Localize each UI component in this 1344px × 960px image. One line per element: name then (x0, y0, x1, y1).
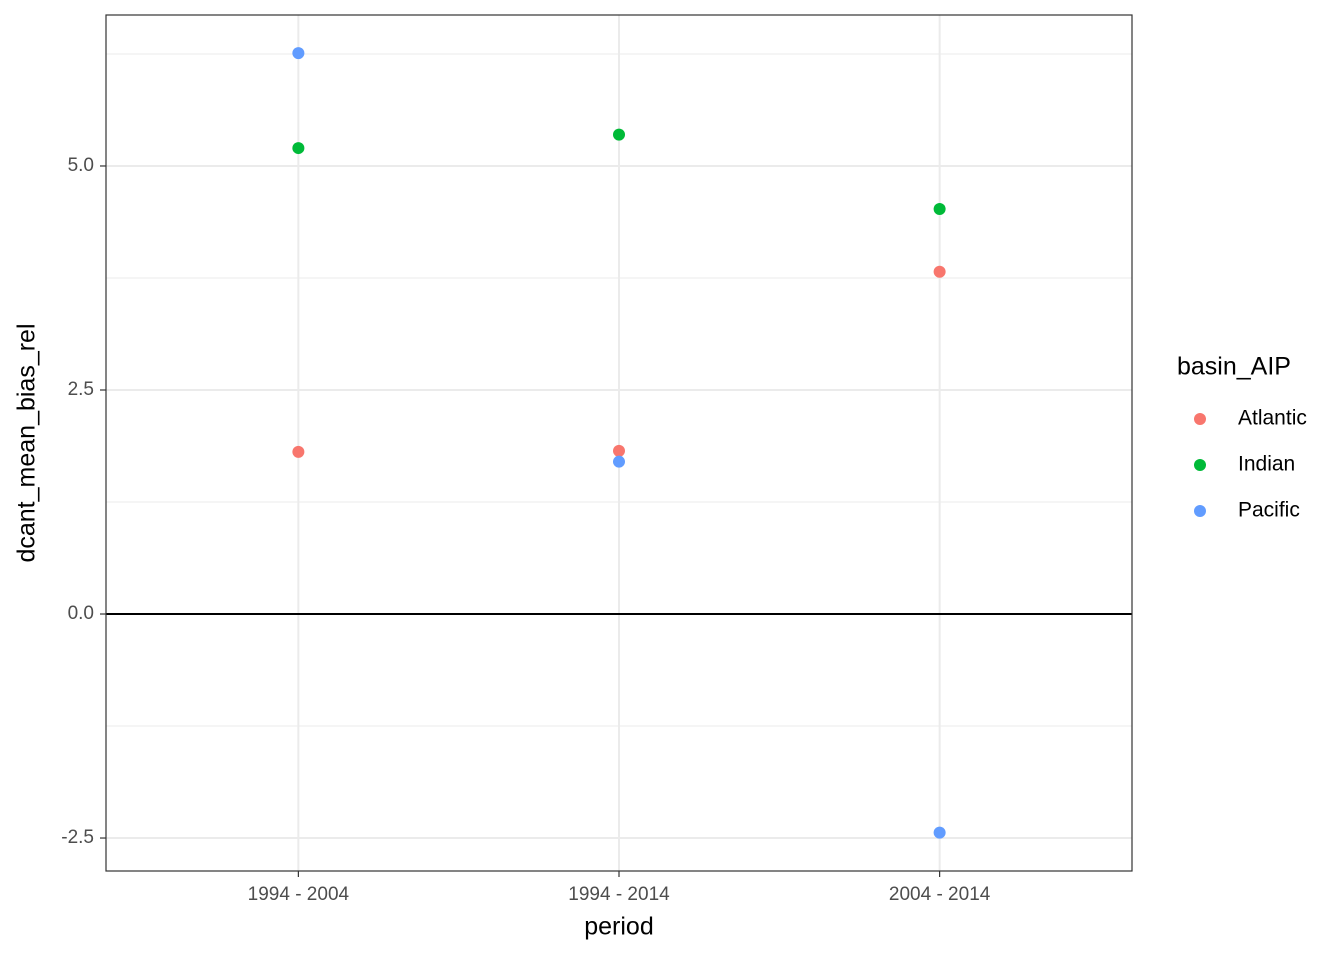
panel-border (105, 14, 1133, 872)
legend-label: Atlantic (1238, 407, 1307, 430)
legend-label: Indian (1238, 453, 1295, 476)
x-tick-label: 1994 - 2014 (568, 884, 670, 905)
y-tick-label: 0.0 (68, 603, 94, 624)
point (613, 444, 625, 457)
legend-title: basin_AIP (1177, 353, 1291, 381)
x-axis-title: period (584, 913, 654, 941)
point (613, 128, 625, 141)
y-tick-label: 5.0 (68, 155, 94, 176)
legend-label: Pacific (1238, 499, 1300, 522)
point (292, 445, 305, 458)
legend-marker (1194, 459, 1206, 471)
point (933, 826, 946, 839)
point (613, 455, 625, 468)
point (933, 265, 946, 278)
legend-marker (1194, 505, 1206, 517)
x-tick-label: 1994 - 2004 (248, 884, 350, 905)
y-axis-title: dcant_mean_bias_rel (13, 323, 41, 562)
legend-marker (1194, 413, 1206, 425)
point (933, 202, 946, 215)
y-tick-label: -2.5 (61, 827, 94, 848)
point (292, 47, 305, 60)
x-tick-label: 2004 - 2014 (889, 884, 991, 905)
point (292, 142, 305, 155)
y-tick-label: 2.5 (68, 379, 94, 400)
